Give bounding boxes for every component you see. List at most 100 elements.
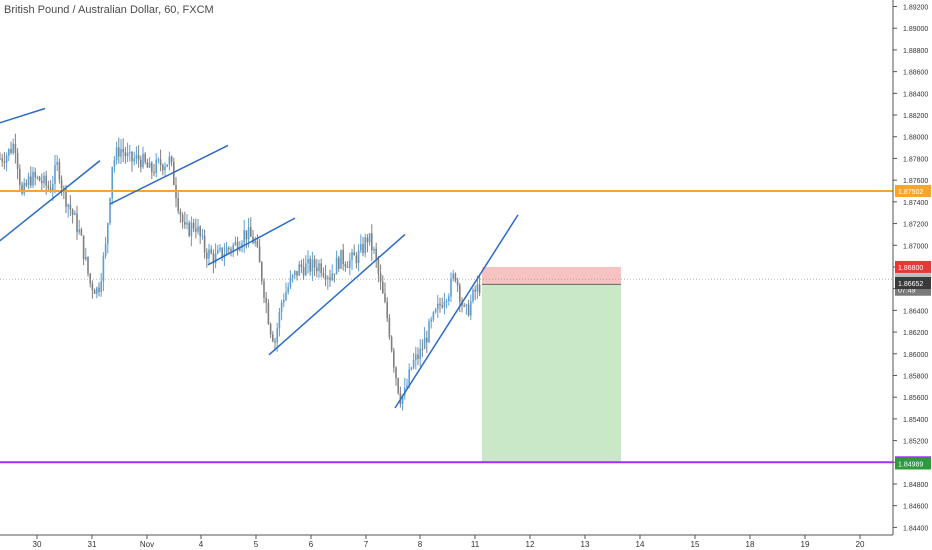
candle-body — [276, 328, 278, 343]
candle-body — [25, 182, 28, 186]
candle-body — [472, 289, 474, 302]
candle-body — [217, 249, 219, 254]
marker-bid-tag — [895, 277, 931, 290]
price-tick-label: 1.88200 — [903, 113, 928, 120]
candle-body — [441, 305, 443, 308]
price-tick-label: 1.86000 — [903, 352, 928, 359]
time-tick-label: 12 — [526, 540, 535, 549]
candle-body — [265, 297, 267, 303]
trendline — [394, 214, 519, 409]
candle-body — [395, 367, 397, 379]
candle-body — [331, 273, 333, 281]
candle-body — [27, 176, 30, 186]
candle-body — [401, 395, 404, 404]
candle-body — [113, 160, 116, 167]
candle-body — [45, 175, 47, 186]
candle-body — [144, 153, 146, 163]
marker-target-low-label: 1.84989 — [898, 461, 923, 468]
candle-body — [283, 300, 285, 303]
candle-body — [188, 222, 190, 236]
candle-body — [296, 270, 298, 276]
candle-body — [201, 235, 204, 237]
candle-body — [170, 156, 173, 162]
price-tick-label: 1.87000 — [903, 243, 928, 250]
candle-body — [450, 278, 452, 297]
time-tick-label: 8 — [418, 540, 423, 549]
candle-body — [115, 147, 118, 161]
time-tick-label: 4 — [199, 540, 204, 549]
candle-body — [80, 229, 83, 236]
marker-stop-tag — [895, 260, 931, 273]
trendline — [207, 217, 296, 266]
price-tick-label: 1.87800 — [903, 156, 928, 163]
candle-body — [21, 184, 23, 194]
candle-body — [234, 241, 237, 246]
trendlines — [0, 107, 519, 409]
candle-body — [32, 171, 34, 186]
candle-body — [423, 337, 426, 350]
candle-body — [71, 209, 74, 215]
candle-body — [199, 226, 201, 237]
candle-body — [377, 259, 380, 274]
candle-body — [421, 348, 424, 350]
candle-body — [157, 159, 160, 161]
candle-body — [357, 250, 360, 264]
candle-body — [305, 263, 307, 276]
candle-body — [382, 281, 384, 294]
candle-body — [445, 300, 448, 302]
candle-body — [353, 252, 355, 256]
candle-body — [47, 185, 50, 189]
candle-body — [258, 246, 261, 263]
candle-body — [159, 159, 162, 166]
candle-body — [355, 255, 358, 264]
candle-body — [344, 264, 347, 267]
symbol-title: British Pound / Australian Dollar, 60, F… — [4, 4, 214, 16]
candle-body — [362, 244, 364, 254]
candle-body — [78, 229, 80, 233]
price-tick-label: 1.86400 — [903, 308, 928, 315]
candle-body — [437, 303, 439, 310]
resistance-level-tag — [895, 184, 931, 197]
candle-body — [181, 214, 184, 222]
candle-body — [393, 350, 395, 368]
price-tick-label: 1.88600 — [903, 70, 928, 77]
candle-body — [173, 161, 175, 186]
candle-body — [417, 354, 419, 360]
time-axis[interactable]: 30 31 Nov 4 5 6 7 8 11 12 13 14 15 18 19 20 — [0, 534, 893, 549]
candle-body — [43, 175, 45, 184]
candle-body — [274, 341, 276, 343]
candle-body — [349, 260, 351, 268]
candle-body — [463, 305, 465, 307]
candle-body — [38, 176, 41, 181]
candle-body — [74, 213, 76, 215]
candle-body — [126, 152, 129, 157]
candle-body — [467, 304, 470, 316]
candle-body — [300, 264, 303, 268]
resistance-level-label: 1.87502 — [898, 189, 923, 196]
candle-body — [280, 302, 283, 312]
candle-body — [155, 159, 157, 174]
candle-body — [109, 198, 111, 224]
candle-body — [162, 165, 164, 171]
candle-body — [412, 360, 415, 368]
candle-body — [89, 273, 91, 284]
candle-body — [432, 312, 435, 320]
candle-body — [151, 162, 153, 173]
candle-body — [263, 281, 265, 298]
candle-body — [120, 148, 122, 157]
candle-body — [267, 302, 270, 325]
candle-body — [69, 204, 72, 210]
candle-body — [12, 143, 14, 153]
candle-body — [241, 243, 243, 248]
candle-body — [360, 244, 362, 251]
price-tick-label: 1.85600 — [903, 395, 928, 402]
candle-body — [146, 162, 149, 168]
candle-body — [375, 248, 377, 260]
time-tick-label: 14 — [636, 540, 645, 549]
candle-body — [239, 247, 241, 251]
price-tick-label: 1.86200 — [903, 330, 928, 337]
candle-body — [58, 162, 61, 180]
take-profit-zone — [482, 284, 621, 463]
candle-body — [478, 284, 481, 294]
